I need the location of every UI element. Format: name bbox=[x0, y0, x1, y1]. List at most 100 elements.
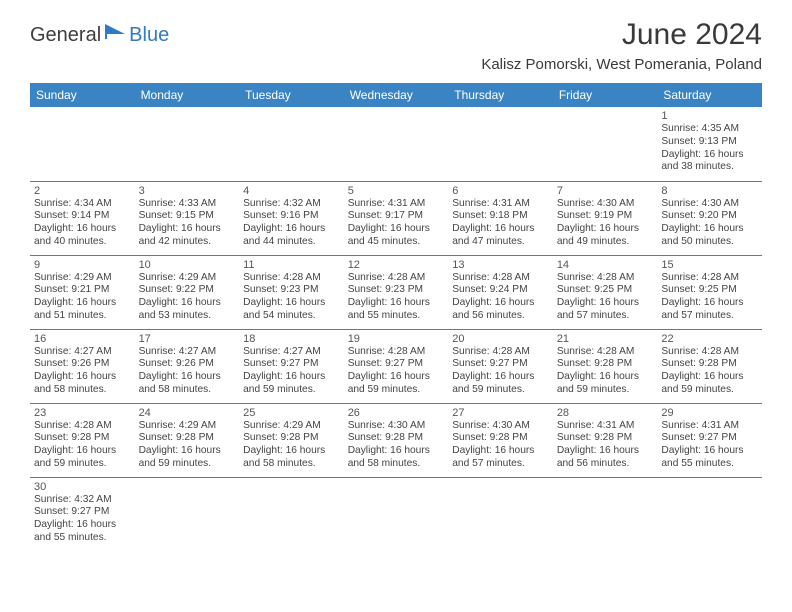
day-number: 16 bbox=[34, 333, 131, 345]
calendar-row: 30Sunrise: 4:32 AMSunset: 9:27 PMDayligh… bbox=[30, 477, 762, 551]
daylight-line-1: Daylight: 16 hours bbox=[452, 223, 549, 236]
sunset-line: Sunset: 9:17 PM bbox=[348, 210, 445, 223]
calendar-cell: 21Sunrise: 4:28 AMSunset: 9:28 PMDayligh… bbox=[553, 329, 658, 403]
calendar-cell-empty bbox=[344, 477, 449, 551]
calendar-cell-empty bbox=[448, 107, 553, 181]
calendar-cell: 30Sunrise: 4:32 AMSunset: 9:27 PMDayligh… bbox=[30, 477, 135, 551]
calendar-cell: 1Sunrise: 4:35 AMSunset: 9:13 PMDaylight… bbox=[657, 107, 762, 181]
calendar-row: 1Sunrise: 4:35 AMSunset: 9:13 PMDaylight… bbox=[30, 107, 762, 181]
sunrise-line: Sunrise: 4:30 AM bbox=[557, 198, 654, 211]
daylight-line-1: Daylight: 16 hours bbox=[139, 371, 236, 384]
calendar-cell: 4Sunrise: 4:32 AMSunset: 9:16 PMDaylight… bbox=[239, 181, 344, 255]
calendar-cell: 17Sunrise: 4:27 AMSunset: 9:26 PMDayligh… bbox=[135, 329, 240, 403]
sunrise-line: Sunrise: 4:28 AM bbox=[661, 272, 758, 285]
day-number: 2 bbox=[34, 185, 131, 197]
calendar-cell-empty bbox=[135, 107, 240, 181]
day-number: 21 bbox=[557, 333, 654, 345]
sunset-line: Sunset: 9:22 PM bbox=[139, 284, 236, 297]
weekday-header: Wednesday bbox=[344, 83, 449, 107]
day-number: 24 bbox=[139, 407, 236, 419]
calendar-cell: 19Sunrise: 4:28 AMSunset: 9:27 PMDayligh… bbox=[344, 329, 449, 403]
daylight-line-2: and 55 minutes. bbox=[348, 310, 445, 323]
sunset-line: Sunset: 9:28 PM bbox=[661, 358, 758, 371]
daylight-line-1: Daylight: 16 hours bbox=[557, 371, 654, 384]
calendar-cell: 10Sunrise: 4:29 AMSunset: 9:22 PMDayligh… bbox=[135, 255, 240, 329]
sunrise-line: Sunrise: 4:31 AM bbox=[348, 198, 445, 211]
daylight-line-2: and 59 minutes. bbox=[243, 384, 340, 397]
day-number: 8 bbox=[661, 185, 758, 197]
daylight-line-2: and 59 minutes. bbox=[452, 384, 549, 397]
daylight-line-2: and 51 minutes. bbox=[34, 310, 131, 323]
brand-text-general: General bbox=[30, 24, 101, 47]
sunset-line: Sunset: 9:26 PM bbox=[34, 358, 131, 371]
daylight-line-2: and 57 minutes. bbox=[452, 458, 549, 471]
calendar-cell: 2Sunrise: 4:34 AMSunset: 9:14 PMDaylight… bbox=[30, 181, 135, 255]
sunrise-line: Sunrise: 4:28 AM bbox=[348, 346, 445, 359]
calendar-cell: 11Sunrise: 4:28 AMSunset: 9:23 PMDayligh… bbox=[239, 255, 344, 329]
sunrise-line: Sunrise: 4:33 AM bbox=[139, 198, 236, 211]
sunset-line: Sunset: 9:13 PM bbox=[661, 136, 758, 149]
daylight-line-1: Daylight: 16 hours bbox=[452, 297, 549, 310]
calendar-cell: 20Sunrise: 4:28 AMSunset: 9:27 PMDayligh… bbox=[448, 329, 553, 403]
sunset-line: Sunset: 9:27 PM bbox=[452, 358, 549, 371]
calendar-cell-empty bbox=[553, 477, 658, 551]
location-text: Kalisz Pomorski, West Pomerania, Poland bbox=[481, 56, 762, 73]
daylight-line-2: and 57 minutes. bbox=[661, 310, 758, 323]
day-number: 27 bbox=[452, 407, 549, 419]
daylight-line-1: Daylight: 16 hours bbox=[34, 445, 131, 458]
sunrise-line: Sunrise: 4:32 AM bbox=[34, 494, 131, 507]
daylight-line-1: Daylight: 16 hours bbox=[243, 445, 340, 458]
brand-text-blue: Blue bbox=[129, 24, 169, 47]
daylight-line-2: and 45 minutes. bbox=[348, 236, 445, 249]
sunrise-line: Sunrise: 4:30 AM bbox=[348, 420, 445, 433]
daylight-line-2: and 40 minutes. bbox=[34, 236, 131, 249]
daylight-line-2: and 57 minutes. bbox=[557, 310, 654, 323]
daylight-line-2: and 49 minutes. bbox=[557, 236, 654, 249]
daylight-line-2: and 55 minutes. bbox=[661, 458, 758, 471]
calendar-cell: 28Sunrise: 4:31 AMSunset: 9:28 PMDayligh… bbox=[553, 403, 658, 477]
sunrise-line: Sunrise: 4:32 AM bbox=[243, 198, 340, 211]
calendar-table: SundayMondayTuesdayWednesdayThursdayFrid… bbox=[30, 83, 762, 551]
daylight-line-1: Daylight: 16 hours bbox=[243, 371, 340, 384]
daylight-line-2: and 59 minutes. bbox=[661, 384, 758, 397]
sunrise-line: Sunrise: 4:28 AM bbox=[557, 272, 654, 285]
daylight-line-1: Daylight: 16 hours bbox=[452, 445, 549, 458]
daylight-line-2: and 59 minutes. bbox=[139, 458, 236, 471]
calendar-cell: 29Sunrise: 4:31 AMSunset: 9:27 PMDayligh… bbox=[657, 403, 762, 477]
sunset-line: Sunset: 9:28 PM bbox=[243, 432, 340, 445]
sunrise-line: Sunrise: 4:28 AM bbox=[34, 420, 131, 433]
weekday-header: Sunday bbox=[30, 83, 135, 107]
sunset-line: Sunset: 9:18 PM bbox=[452, 210, 549, 223]
daylight-line-2: and 59 minutes. bbox=[557, 384, 654, 397]
sunrise-line: Sunrise: 4:31 AM bbox=[661, 420, 758, 433]
daylight-line-1: Daylight: 16 hours bbox=[661, 149, 758, 162]
day-number: 5 bbox=[348, 185, 445, 197]
sunrise-line: Sunrise: 4:29 AM bbox=[139, 272, 236, 285]
daylight-line-2: and 54 minutes. bbox=[243, 310, 340, 323]
sunset-line: Sunset: 9:24 PM bbox=[452, 284, 549, 297]
sunset-line: Sunset: 9:26 PM bbox=[139, 358, 236, 371]
daylight-line-1: Daylight: 16 hours bbox=[34, 371, 131, 384]
daylight-line-2: and 42 minutes. bbox=[139, 236, 236, 249]
day-number: 1 bbox=[661, 110, 758, 122]
calendar-body: 1Sunrise: 4:35 AMSunset: 9:13 PMDaylight… bbox=[30, 107, 762, 551]
calendar-cell: 24Sunrise: 4:29 AMSunset: 9:28 PMDayligh… bbox=[135, 403, 240, 477]
calendar-row: 23Sunrise: 4:28 AMSunset: 9:28 PMDayligh… bbox=[30, 403, 762, 477]
sunrise-line: Sunrise: 4:28 AM bbox=[452, 346, 549, 359]
daylight-line-1: Daylight: 16 hours bbox=[34, 223, 131, 236]
calendar-cell: 12Sunrise: 4:28 AMSunset: 9:23 PMDayligh… bbox=[344, 255, 449, 329]
calendar-cell-empty bbox=[448, 477, 553, 551]
sunset-line: Sunset: 9:16 PM bbox=[243, 210, 340, 223]
daylight-line-1: Daylight: 16 hours bbox=[348, 223, 445, 236]
calendar-container: SundayMondayTuesdayWednesdayThursdayFrid… bbox=[0, 73, 792, 551]
sunrise-line: Sunrise: 4:28 AM bbox=[661, 346, 758, 359]
daylight-line-2: and 56 minutes. bbox=[557, 458, 654, 471]
day-number: 30 bbox=[34, 481, 131, 493]
day-number: 17 bbox=[139, 333, 236, 345]
sunset-line: Sunset: 9:27 PM bbox=[348, 358, 445, 371]
day-number: 13 bbox=[452, 259, 549, 271]
day-number: 10 bbox=[139, 259, 236, 271]
sunrise-line: Sunrise: 4:27 AM bbox=[34, 346, 131, 359]
daylight-line-2: and 44 minutes. bbox=[243, 236, 340, 249]
daylight-line-1: Daylight: 16 hours bbox=[661, 223, 758, 236]
